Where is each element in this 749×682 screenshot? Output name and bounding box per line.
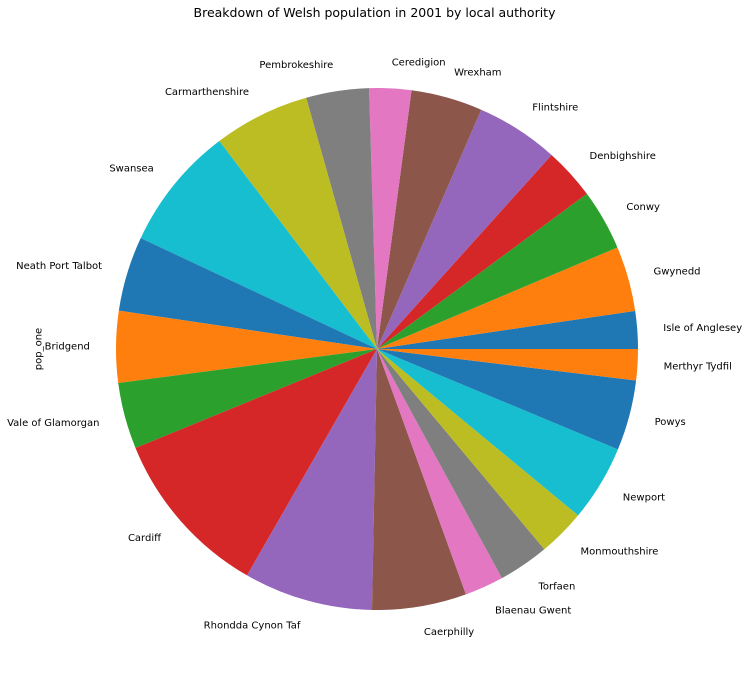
slice-label: Bridgend xyxy=(45,342,90,353)
slice-label: Wrexham xyxy=(454,67,501,78)
pie-slice-cardiff xyxy=(135,349,377,576)
slice-label: Carmarthenshire xyxy=(165,87,249,98)
slice-label: Merthyr Tydfil xyxy=(664,361,732,372)
pie-slice-powys xyxy=(377,349,637,450)
slice-label: Newport xyxy=(623,492,665,503)
pie-slice-conwy xyxy=(377,193,618,349)
slice-label: Gwynedd xyxy=(654,267,701,278)
pie-slice-blaenau-gwent xyxy=(377,349,502,595)
slice-label: Cardiff xyxy=(128,533,162,544)
slice-label: Ceredigion xyxy=(392,57,446,68)
chart-title: Breakdown of Welsh population in 2001 by… xyxy=(193,5,556,20)
pie-slice-merthyr-tydfil xyxy=(377,349,638,381)
pie-slice-bridgend xyxy=(115,310,377,384)
pie-slice-torfaen xyxy=(377,349,545,579)
slice-label: Monmouthshire xyxy=(581,547,659,558)
pie-slice-monmouthshire xyxy=(377,349,579,550)
pie-slice-flintshire xyxy=(377,109,552,349)
slice-label: Caerphilly xyxy=(424,627,474,638)
pie-slice-newport xyxy=(377,349,618,516)
pie-slice-denbighshire xyxy=(377,154,587,349)
pie-slice-ceredigion xyxy=(369,87,412,349)
slice-label: Pembrokeshire xyxy=(259,60,333,71)
slice-label: Flintshire xyxy=(532,103,578,114)
slice-label: Isle of Anglesey xyxy=(663,323,742,334)
pie-slice-gwynedd xyxy=(377,247,636,349)
pie-slice-caerphilly xyxy=(371,349,466,610)
pie-slice-pembrokeshire xyxy=(306,88,377,350)
slice-label: Swansea xyxy=(109,163,153,174)
pie-slice-swansea xyxy=(140,141,377,349)
pie-slice-neath-port-talbot xyxy=(118,238,377,349)
slice-label: Blaenau Gwent xyxy=(495,606,571,617)
slice-label: Conwy xyxy=(626,202,660,213)
slice-label: Torfaen xyxy=(538,581,576,592)
slice-label: Denbighshire xyxy=(590,151,656,162)
slice-label: Vale of Glamorgan xyxy=(7,418,99,429)
pie-slice-wrexham xyxy=(377,90,482,350)
slice-label: Rhondda Cynon Taf xyxy=(204,621,301,632)
pie-slice-isle-of-anglesey xyxy=(377,310,638,349)
pie-slice-vale-of-glamorgan xyxy=(118,349,377,448)
slice-label: Powys xyxy=(655,417,686,428)
pie-slice-carmarthenshire xyxy=(219,97,377,349)
pie-slice-rhondda-cynon-taf xyxy=(247,349,377,610)
slice-label: Neath Port Talbot xyxy=(16,261,102,272)
